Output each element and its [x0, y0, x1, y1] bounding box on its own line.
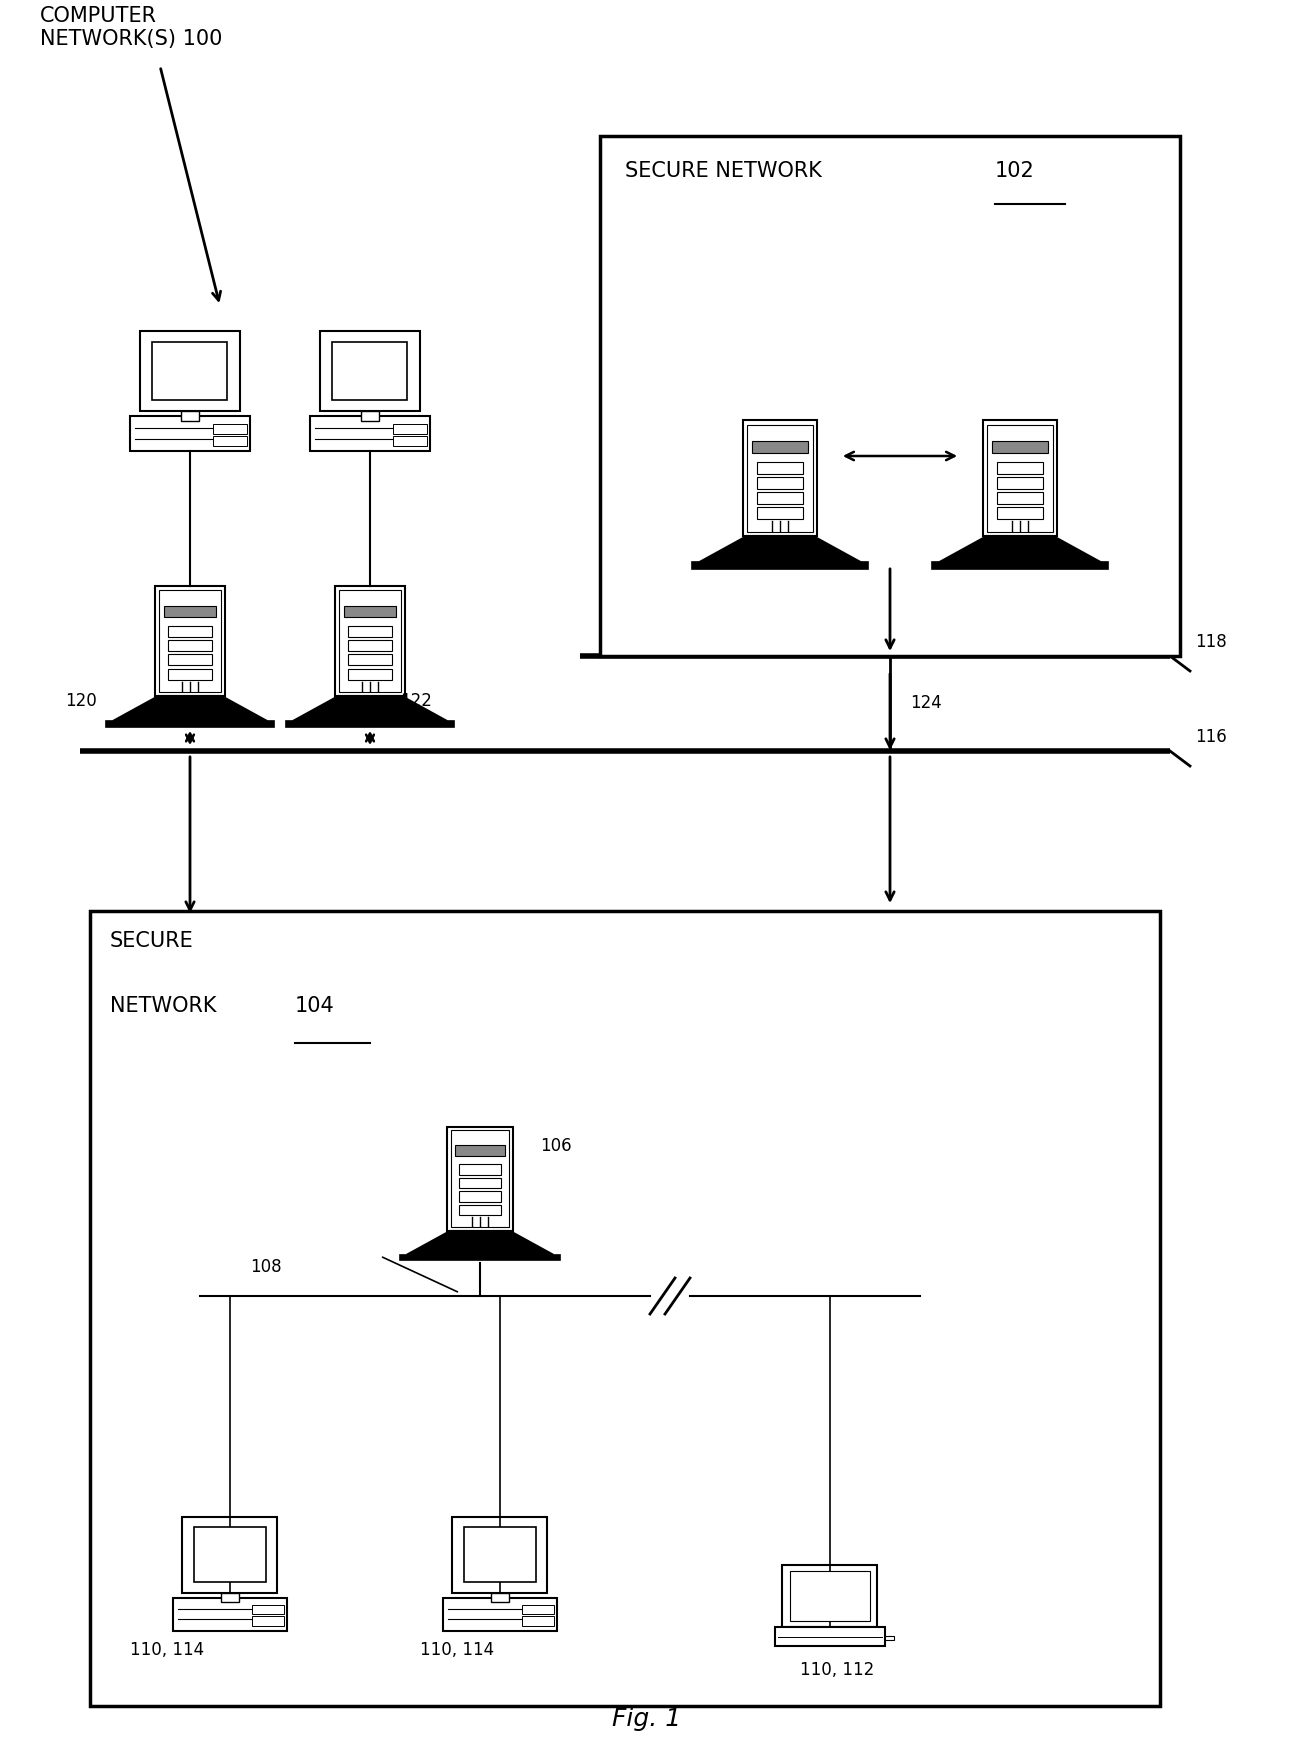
- Text: 110, 114: 110, 114: [420, 1641, 494, 1659]
- Bar: [168, 625, 212, 637]
- Text: 110, 112: 110, 112: [800, 1660, 874, 1680]
- Text: 120: 120: [65, 691, 97, 711]
- Text: SECURE: SECURE: [110, 931, 194, 952]
- Polygon shape: [939, 536, 1100, 562]
- Polygon shape: [294, 697, 447, 721]
- Bar: [401, 1255, 560, 1261]
- Bar: [747, 424, 812, 533]
- Bar: [758, 492, 803, 503]
- Bar: [884, 1636, 895, 1639]
- Bar: [348, 639, 392, 651]
- Bar: [447, 1126, 513, 1231]
- Bar: [600, 136, 1181, 656]
- Bar: [335, 587, 405, 697]
- Bar: [131, 416, 250, 450]
- Bar: [758, 506, 803, 519]
- Text: 116: 116: [1195, 728, 1227, 746]
- Text: NETWORK: NETWORK: [110, 995, 224, 1016]
- Bar: [181, 410, 199, 421]
- Text: 110, 114: 110, 114: [131, 1641, 204, 1659]
- Polygon shape: [700, 536, 861, 562]
- Bar: [450, 1130, 509, 1227]
- Bar: [443, 1598, 557, 1631]
- Bar: [348, 655, 392, 665]
- Bar: [782, 1564, 878, 1627]
- Bar: [213, 436, 247, 445]
- Bar: [983, 421, 1056, 536]
- Bar: [348, 625, 392, 637]
- Polygon shape: [112, 697, 266, 721]
- Text: Fig. 1: Fig. 1: [612, 1708, 681, 1730]
- Bar: [339, 590, 401, 691]
- Bar: [155, 587, 225, 697]
- Bar: [164, 606, 216, 616]
- Text: 118: 118: [1195, 634, 1227, 651]
- Bar: [459, 1179, 500, 1189]
- Bar: [988, 424, 1053, 533]
- Bar: [393, 436, 427, 445]
- Bar: [106, 721, 274, 726]
- Bar: [932, 562, 1108, 569]
- Bar: [455, 1145, 506, 1156]
- Bar: [459, 1205, 500, 1215]
- Bar: [173, 1598, 287, 1631]
- Bar: [459, 1165, 500, 1175]
- Bar: [361, 410, 379, 421]
- Bar: [522, 1617, 555, 1626]
- Text: 122: 122: [400, 691, 432, 711]
- Bar: [91, 911, 1160, 1706]
- Bar: [286, 721, 454, 726]
- Bar: [997, 506, 1042, 519]
- Bar: [790, 1571, 870, 1622]
- Bar: [332, 342, 407, 400]
- Bar: [153, 342, 228, 400]
- Bar: [344, 606, 397, 616]
- Bar: [491, 1592, 508, 1603]
- Bar: [776, 1627, 884, 1646]
- Bar: [221, 1592, 238, 1603]
- Bar: [464, 1528, 535, 1582]
- Bar: [758, 477, 803, 489]
- Bar: [692, 562, 868, 569]
- Text: 102: 102: [996, 161, 1034, 182]
- Bar: [194, 1528, 265, 1582]
- Text: 108: 108: [250, 1259, 282, 1276]
- Bar: [758, 463, 803, 473]
- Bar: [743, 421, 817, 536]
- Bar: [522, 1605, 555, 1613]
- Bar: [319, 332, 420, 410]
- Bar: [252, 1617, 284, 1626]
- Text: 104: 104: [295, 995, 335, 1016]
- Bar: [159, 590, 221, 691]
- Bar: [348, 669, 392, 679]
- Text: 106: 106: [540, 1137, 572, 1156]
- Bar: [168, 639, 212, 651]
- Bar: [753, 442, 808, 452]
- Text: SECURE NETWORK: SECURE NETWORK: [625, 161, 829, 182]
- Bar: [168, 669, 212, 679]
- Bar: [252, 1605, 284, 1613]
- Bar: [997, 492, 1042, 503]
- Bar: [992, 442, 1047, 452]
- Polygon shape: [407, 1231, 553, 1255]
- Bar: [453, 1517, 547, 1592]
- Bar: [997, 477, 1042, 489]
- Bar: [997, 463, 1042, 473]
- Bar: [168, 655, 212, 665]
- Bar: [393, 424, 427, 433]
- Bar: [310, 416, 431, 450]
- Text: COMPUTER
NETWORK(S) 100: COMPUTER NETWORK(S) 100: [40, 5, 222, 49]
- Text: 124: 124: [910, 695, 941, 712]
- Bar: [213, 424, 247, 433]
- Bar: [459, 1191, 500, 1201]
- Bar: [140, 332, 240, 410]
- Bar: [182, 1517, 278, 1592]
